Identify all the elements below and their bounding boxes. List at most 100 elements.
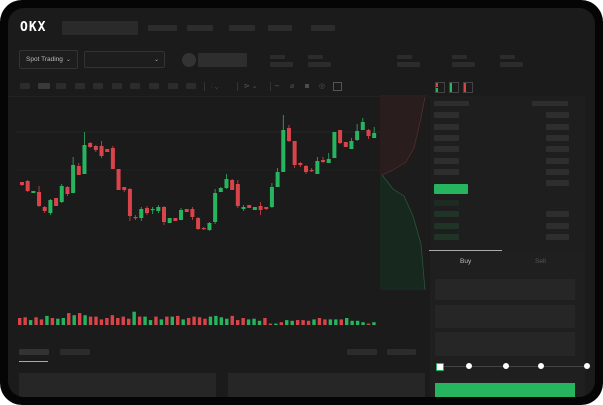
nav-item[interactable] bbox=[268, 25, 292, 31]
nav-item[interactable] bbox=[187, 25, 213, 31]
slider-step-50[interactable] bbox=[503, 363, 509, 369]
interval-button[interactable] bbox=[75, 83, 85, 89]
pair-dropdown[interactable]: ⌄ bbox=[84, 51, 165, 68]
buy-submit-button[interactable] bbox=[435, 383, 575, 397]
slider-step-75[interactable] bbox=[538, 363, 544, 369]
stat-value bbox=[397, 62, 420, 67]
ruler-icon[interactable]: ⌀ bbox=[290, 83, 295, 90]
candle-down bbox=[264, 207, 269, 209]
candle-up bbox=[71, 165, 76, 193]
orderbook-bids-icon[interactable] bbox=[449, 82, 459, 93]
slider-step-100[interactable] bbox=[584, 363, 590, 369]
orderbook-asks-icon[interactable] bbox=[463, 82, 473, 93]
chevron-down-icon: ⌄ bbox=[65, 57, 71, 63]
candle-up bbox=[275, 172, 280, 187]
stat-label bbox=[452, 55, 467, 59]
candle-type-icon[interactable]: ⫶ ⌄ bbox=[211, 83, 219, 90]
candlestick-chart[interactable] bbox=[8, 8, 595, 397]
okx-logo[interactable]: OKX bbox=[20, 20, 47, 35]
bottom-action[interactable] bbox=[347, 349, 377, 355]
depth-asks-line bbox=[381, 96, 426, 176]
candle-up bbox=[269, 187, 274, 207]
volume-bar bbox=[77, 313, 82, 325]
volume-bar bbox=[34, 317, 38, 325]
ask-row-price bbox=[434, 135, 459, 141]
candle-down bbox=[42, 207, 47, 211]
interval-button[interactable] bbox=[93, 83, 103, 89]
price-input[interactable] bbox=[435, 279, 575, 300]
candle-down bbox=[298, 163, 303, 165]
interval-button[interactable] bbox=[130, 83, 140, 89]
tab-buy[interactable]: Buy bbox=[460, 258, 472, 265]
line-tool-icon[interactable]: ∼ bbox=[274, 83, 280, 90]
nav-item[interactable] bbox=[148, 25, 177, 31]
tab-sell[interactable]: Sell bbox=[535, 258, 546, 265]
orderbook-both-icon[interactable] bbox=[435, 82, 445, 93]
volume-bar bbox=[366, 323, 371, 325]
toolbar-divider bbox=[204, 82, 205, 91]
interval-button[interactable] bbox=[186, 83, 196, 89]
orderbook-last-price[interactable] bbox=[434, 184, 468, 194]
volume-bar bbox=[301, 320, 305, 325]
candle-down bbox=[20, 182, 24, 185]
volume-bar bbox=[339, 319, 343, 325]
nav-item[interactable] bbox=[311, 25, 335, 31]
volume-bar bbox=[165, 316, 169, 325]
interval-button[interactable] bbox=[149, 83, 159, 89]
interval-button[interactable] bbox=[112, 83, 122, 89]
candle-down bbox=[304, 166, 308, 172]
amount-slider-handle[interactable] bbox=[436, 363, 444, 371]
bid-row-price bbox=[434, 223, 459, 229]
ask-row-price bbox=[434, 124, 459, 130]
indicator-icon[interactable]: ⊳ ⌄ bbox=[244, 83, 258, 90]
volume-bar bbox=[214, 315, 218, 325]
candle-down bbox=[25, 181, 30, 191]
tab-open-orders[interactable] bbox=[19, 349, 49, 355]
volume-bar bbox=[225, 318, 229, 325]
volume-bar bbox=[176, 315, 180, 325]
tab-order-history[interactable] bbox=[60, 349, 90, 355]
interval-button[interactable] bbox=[168, 83, 178, 89]
volume-bar bbox=[295, 320, 300, 325]
interval-button[interactable] bbox=[20, 83, 30, 89]
slider-step-25[interactable] bbox=[466, 363, 472, 369]
volume-bar bbox=[45, 315, 49, 325]
camera-icon[interactable]: ◙ bbox=[305, 83, 310, 90]
candle-up bbox=[332, 132, 337, 158]
volume-bar bbox=[143, 316, 147, 325]
candle-up bbox=[207, 223, 212, 230]
candle-up bbox=[156, 207, 161, 211]
interval-button[interactable] bbox=[56, 83, 66, 89]
bottom-action[interactable] bbox=[387, 349, 416, 355]
candle-down bbox=[65, 187, 70, 194]
candle-down bbox=[54, 198, 59, 206]
interval-button[interactable] bbox=[38, 83, 50, 89]
candle-up bbox=[179, 210, 184, 220]
nav-item[interactable] bbox=[229, 25, 255, 31]
volume-bar bbox=[355, 320, 360, 325]
search-bar[interactable] bbox=[62, 21, 138, 35]
amount-input[interactable] bbox=[435, 305, 575, 328]
candle-down bbox=[258, 206, 263, 210]
candle-down bbox=[162, 207, 166, 222]
volume-bar bbox=[290, 320, 294, 325]
candle-down bbox=[343, 142, 348, 147]
candle-down bbox=[173, 218, 178, 221]
amount-slider-track[interactable] bbox=[440, 366, 588, 367]
volume-bar bbox=[154, 316, 158, 325]
candle-down bbox=[99, 146, 104, 156]
total-input[interactable] bbox=[435, 332, 575, 356]
candle-up bbox=[315, 161, 320, 174]
volume-bar bbox=[132, 311, 136, 325]
volume-bar bbox=[56, 318, 60, 325]
spot-trading-dropdown[interactable]: Spot Trading ⌄ bbox=[19, 50, 78, 69]
candle-down bbox=[321, 160, 326, 162]
volume-bar bbox=[127, 318, 131, 325]
volume-bar bbox=[252, 318, 256, 325]
depth-asks-area bbox=[380, 95, 428, 175]
settings-icon[interactable]: ◎ bbox=[319, 83, 326, 90]
fullscreen-icon[interactable] bbox=[333, 82, 342, 91]
chevron-down-icon: ⌄ bbox=[153, 57, 159, 63]
volume-bar bbox=[72, 315, 76, 325]
candle-up bbox=[349, 141, 354, 149]
